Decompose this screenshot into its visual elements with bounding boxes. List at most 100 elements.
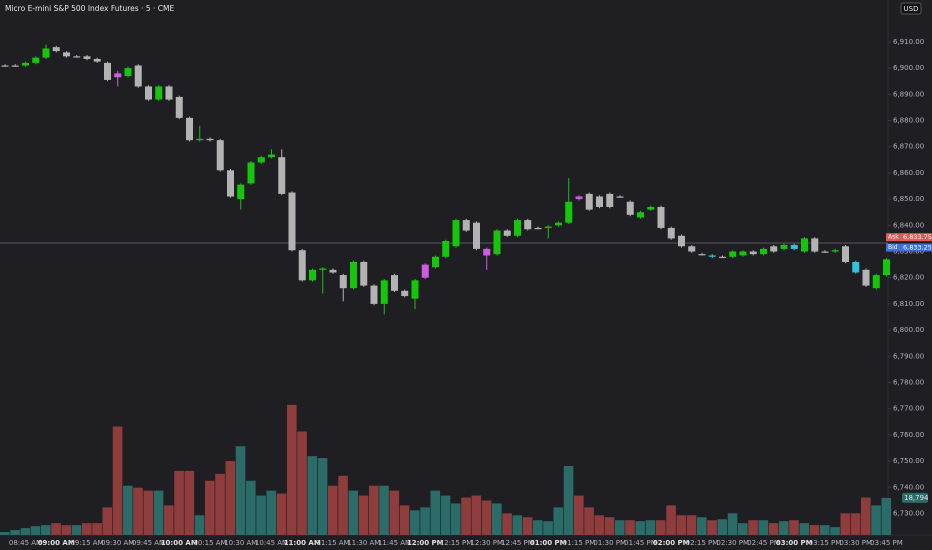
candle-body xyxy=(883,259,890,276)
volume-bar xyxy=(328,485,338,535)
x-tick-label: 02:45 PM xyxy=(747,539,780,547)
y-tick-label: 6,840.00 xyxy=(893,221,924,229)
candle-body xyxy=(42,48,50,58)
candle-body xyxy=(524,220,532,230)
volume-bar xyxy=(30,526,41,535)
candle-body xyxy=(626,201,634,215)
x-tick-label: 12:00 PM xyxy=(407,539,444,547)
y-tick-label: 6,780.00 xyxy=(893,379,924,387)
volume-bar xyxy=(492,503,502,535)
volume-bar xyxy=(51,523,61,535)
volume-bar xyxy=(82,523,92,535)
volume-bar xyxy=(358,495,369,535)
candle-body xyxy=(145,86,152,100)
volume-bar xyxy=(420,507,430,535)
y-tick-label: 6,770.00 xyxy=(893,405,924,413)
candle-body xyxy=(473,222,480,249)
candle-body xyxy=(544,226,552,228)
candle-body xyxy=(811,238,819,252)
volume-bar xyxy=(215,473,225,535)
volume-bar xyxy=(727,513,738,535)
x-tick-label: 11:45 AM xyxy=(378,539,411,547)
volume-bar xyxy=(10,530,20,535)
volume-bar xyxy=(235,446,246,535)
volume-bar xyxy=(205,480,215,535)
y-tick-label: 6,810.00 xyxy=(893,300,924,308)
x-tick-label: 12:30 PM xyxy=(470,539,503,547)
candle-body xyxy=(831,250,839,252)
x-tick-label: 11:15 AM xyxy=(316,539,349,547)
volume-bar xyxy=(512,515,523,535)
volume-bar xyxy=(92,523,102,535)
volume-bar xyxy=(707,520,717,535)
candle-body xyxy=(298,250,306,281)
x-tick-label: 01:45 PM xyxy=(624,539,657,547)
candle-body xyxy=(206,138,214,141)
volume-bar xyxy=(297,431,307,535)
candle-body xyxy=(257,157,265,163)
volume-bar xyxy=(574,495,584,535)
candle-body xyxy=(575,196,583,200)
y-tick-label: 6,870.00 xyxy=(893,143,924,151)
volume-bar xyxy=(153,490,164,535)
candle-body xyxy=(1,65,9,67)
candle-body xyxy=(165,86,173,100)
x-tick-label: 10:00 AM xyxy=(161,539,198,547)
y-tick-label: 6,880.00 xyxy=(893,117,924,125)
candle-body xyxy=(442,241,450,257)
x-tick-label: 11:00 AM xyxy=(284,539,321,547)
candle-body xyxy=(493,230,501,255)
x-tick-label: 09:30 AM xyxy=(101,539,134,547)
currency[interactable]: USD xyxy=(904,5,919,13)
volume-bar xyxy=(676,515,687,535)
volume-bar xyxy=(440,495,451,535)
chart-title: Micro E-mini S&P 500 Index Futures · 5 ·… xyxy=(5,4,174,13)
volume-bar xyxy=(861,497,871,535)
x-tick-label: 10:30 AM xyxy=(224,539,257,547)
candle-body xyxy=(309,269,316,281)
volume-label-box xyxy=(902,492,928,503)
candle-body xyxy=(657,206,665,228)
candle-body xyxy=(237,184,245,200)
candle-body xyxy=(770,246,778,252)
y-tick-label: 6,850.00 xyxy=(893,195,924,203)
candle-body xyxy=(852,261,860,273)
y-tick-label: 6,910.00 xyxy=(893,38,924,46)
candle-body xyxy=(370,285,378,304)
volume-bar xyxy=(789,520,799,535)
y-tick-label: 6,750.00 xyxy=(893,457,924,465)
volume-bar xyxy=(717,519,728,535)
volume-bar xyxy=(594,515,605,535)
volume-bar xyxy=(451,503,461,535)
volume-bar xyxy=(0,532,10,535)
volume-bar xyxy=(174,470,184,535)
volume-bar xyxy=(461,497,471,535)
volume-bar xyxy=(779,521,789,535)
candle-body xyxy=(585,193,593,210)
ask-tag xyxy=(886,233,932,242)
x-tick-label: 09:15 AM xyxy=(70,539,103,547)
x-tick-label: 02:30 PM xyxy=(716,539,749,547)
candle-body xyxy=(22,62,29,66)
volume-bar xyxy=(645,520,656,535)
currency-box[interactable] xyxy=(900,2,922,15)
candle-body xyxy=(288,192,296,251)
volume-bar xyxy=(256,495,266,535)
candle-body xyxy=(637,212,644,218)
volume-bar xyxy=(666,505,676,535)
volume-bar xyxy=(317,458,328,535)
candle-body xyxy=(616,196,624,198)
candle-body xyxy=(391,275,398,291)
candle-body xyxy=(555,222,562,226)
candle-body xyxy=(175,96,183,118)
y-tick-label: 6,830.00 xyxy=(893,248,924,256)
volume-bar xyxy=(543,521,553,535)
candle-body xyxy=(186,117,193,141)
volume-bar xyxy=(758,520,769,535)
volume-bar xyxy=(123,485,133,535)
candle-body xyxy=(124,68,132,76)
candle-body xyxy=(596,196,603,207)
candle-body xyxy=(606,193,614,207)
y-tick-label: 6,760.00 xyxy=(893,431,924,439)
candle-body xyxy=(698,254,706,256)
